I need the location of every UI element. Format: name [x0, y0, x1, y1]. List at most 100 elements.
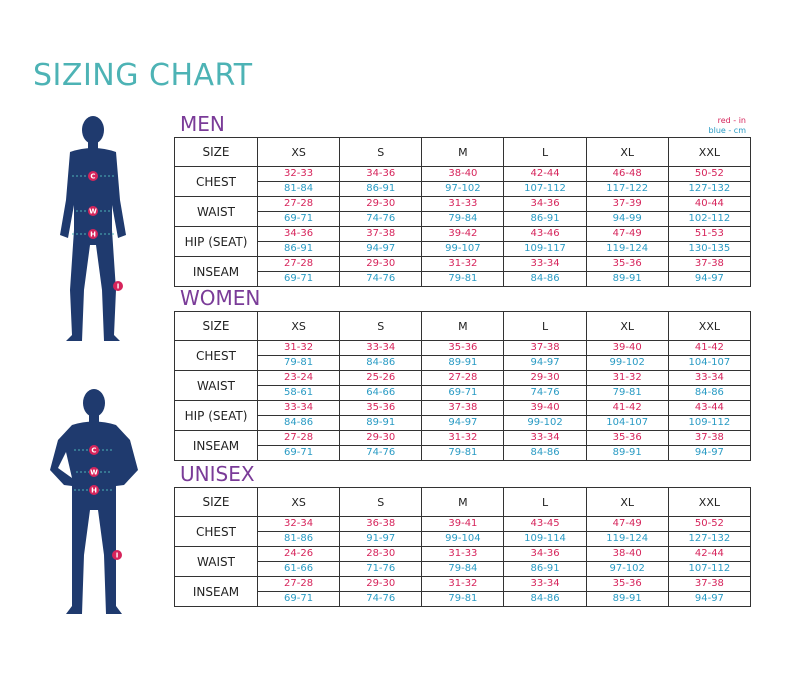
- size-table: SIZE XS S M L XL XXL CHEST 32-33 81-84 34-36 86-91 3…: [174, 137, 752, 287]
- value-cell: 36-38 91-97: [339, 516, 423, 547]
- value-cell: 47-49 119-124: [585, 516, 669, 547]
- value-cm: 94-97: [694, 447, 724, 458]
- value-cell: 43-46 109-117: [503, 226, 587, 257]
- value-in: 50-52: [668, 517, 750, 532]
- figures: C W H I C W H I: [50, 116, 138, 614]
- header-row: SIZE XS S M L XL XXL: [174, 311, 752, 341]
- value-cm: 127-132: [688, 533, 731, 544]
- header-cell: SIZE: [174, 487, 258, 517]
- value-cm: 97-102: [445, 183, 481, 194]
- value-cell: 32-33 81-84: [256, 166, 341, 197]
- value-cm: 79-84: [448, 213, 478, 224]
- marker-letter: W: [90, 469, 98, 477]
- value-cm: 94-97: [530, 357, 560, 368]
- value-in: 34-36: [504, 197, 586, 212]
- value-in: 33-34: [504, 431, 586, 446]
- header-cell: XS: [256, 487, 341, 517]
- marker-dot: [88, 171, 98, 181]
- value-in: 43-45: [504, 517, 586, 532]
- value-in: 38-40: [586, 547, 668, 562]
- value-cell: 34-36 86-91: [256, 226, 341, 257]
- value-in: 29-30: [340, 431, 422, 446]
- value-cm: 69-71: [284, 447, 314, 458]
- row-label: INSEAM: [174, 576, 258, 607]
- value-cm: 69-71: [284, 213, 314, 224]
- value-in: 23-24: [258, 371, 340, 386]
- header-cell: SIZE: [174, 137, 258, 167]
- value-cm: 79-81: [284, 357, 314, 368]
- value-in: 37-38: [340, 227, 422, 242]
- value-cell: 40-44 102-112: [667, 196, 752, 227]
- header-cell: L: [503, 311, 587, 341]
- value-cell: 37-38 94-97: [339, 226, 423, 257]
- value-cm: 84-86: [694, 387, 724, 398]
- section-heading: MEN: [180, 112, 225, 136]
- value-cell: 34-36 86-91: [503, 546, 587, 577]
- value-cm: 109-112: [688, 417, 731, 428]
- value-cm: 117-122: [606, 183, 649, 194]
- value-in: 31-33: [422, 547, 504, 562]
- value-cm: 74-76: [366, 593, 396, 604]
- value-cm: 69-71: [284, 593, 314, 604]
- value-cm: 84-86: [284, 417, 314, 428]
- value-in: 34-36: [258, 227, 340, 242]
- marker-letter: C: [90, 173, 95, 181]
- value-in: 33-34: [340, 341, 422, 356]
- value-cell: 41-42 104-107: [585, 400, 669, 431]
- value-in: 34-36: [340, 167, 422, 182]
- value-cm: 99-102: [609, 357, 645, 368]
- value-cm: 74-76: [366, 213, 396, 224]
- value-cell: 27-28 69-71: [256, 196, 341, 227]
- value-cell: 50-52 127-132: [667, 166, 752, 197]
- value-cell: 31-32 79-81: [421, 576, 505, 607]
- value-cell: 31-32 79-81: [421, 430, 505, 461]
- header-cell: S: [339, 311, 423, 341]
- value-cm: 64-66: [366, 387, 396, 398]
- row-label: CHEST: [174, 166, 258, 197]
- legend-in: red - in: [717, 116, 746, 125]
- value-cm: 61-66: [284, 563, 314, 574]
- value-cm: 79-81: [448, 593, 478, 604]
- value-cell: 33-34 84-86: [503, 430, 587, 461]
- value-cm: 74-76: [366, 447, 396, 458]
- value-cm: 84-86: [530, 273, 560, 284]
- data-row: WAIST 24-26 61-66 28-30 71-76 31-33 79-84 34-36…: [174, 546, 752, 577]
- value-in: 40-44: [668, 197, 750, 212]
- data-row: WAIST 23-24 58-61 25-26 64-66 27-28 69-71 29-30…: [174, 370, 752, 401]
- value-cm: 89-91: [448, 357, 478, 368]
- value-in: 33-34: [504, 257, 586, 272]
- value-cm: 86-91: [284, 243, 314, 254]
- value-cm: 119-124: [606, 243, 649, 254]
- row-label: WAIST: [174, 370, 258, 401]
- header-cell: XS: [256, 137, 341, 167]
- value-cm: 99-104: [445, 533, 481, 544]
- value-cm: 71-76: [366, 563, 396, 574]
- value-in: 43-44: [668, 401, 750, 416]
- value-cell: 29-30 74-76: [339, 576, 423, 607]
- value-in: 41-42: [668, 341, 750, 356]
- data-row: HIP (SEAT) 34-36 86-91 37-38 94-97 39-42 99-10…: [174, 226, 752, 257]
- marker-dot: [113, 281, 123, 291]
- value-in: 31-33: [422, 197, 504, 212]
- value-cm: 81-84: [284, 183, 314, 194]
- value-in: 25-26: [340, 371, 422, 386]
- value-cm: 104-107: [606, 417, 649, 428]
- header-cell: XXL: [667, 137, 752, 167]
- value-cm: 119-124: [606, 533, 649, 544]
- value-in: 35-36: [586, 577, 668, 592]
- section-heading: WOMEN: [180, 286, 261, 310]
- value-in: 37-39: [586, 197, 668, 212]
- row-label: HIP (SEAT): [174, 226, 258, 257]
- value-cell: 42-44 107-112: [503, 166, 587, 197]
- marker-dot: [89, 467, 99, 477]
- value-cell: 37-38 94-97: [503, 340, 587, 371]
- header-cell: XL: [585, 137, 669, 167]
- value-in: 46-48: [586, 167, 668, 182]
- value-cell: 37-38 94-97: [667, 256, 752, 287]
- value-in: 28-30: [340, 547, 422, 562]
- value-in: 27-28: [258, 197, 340, 212]
- header-cell: M: [421, 137, 505, 167]
- value-cm: 86-91: [530, 213, 560, 224]
- value-cell: 39-40 99-102: [585, 340, 669, 371]
- value-cm: 89-91: [612, 447, 642, 458]
